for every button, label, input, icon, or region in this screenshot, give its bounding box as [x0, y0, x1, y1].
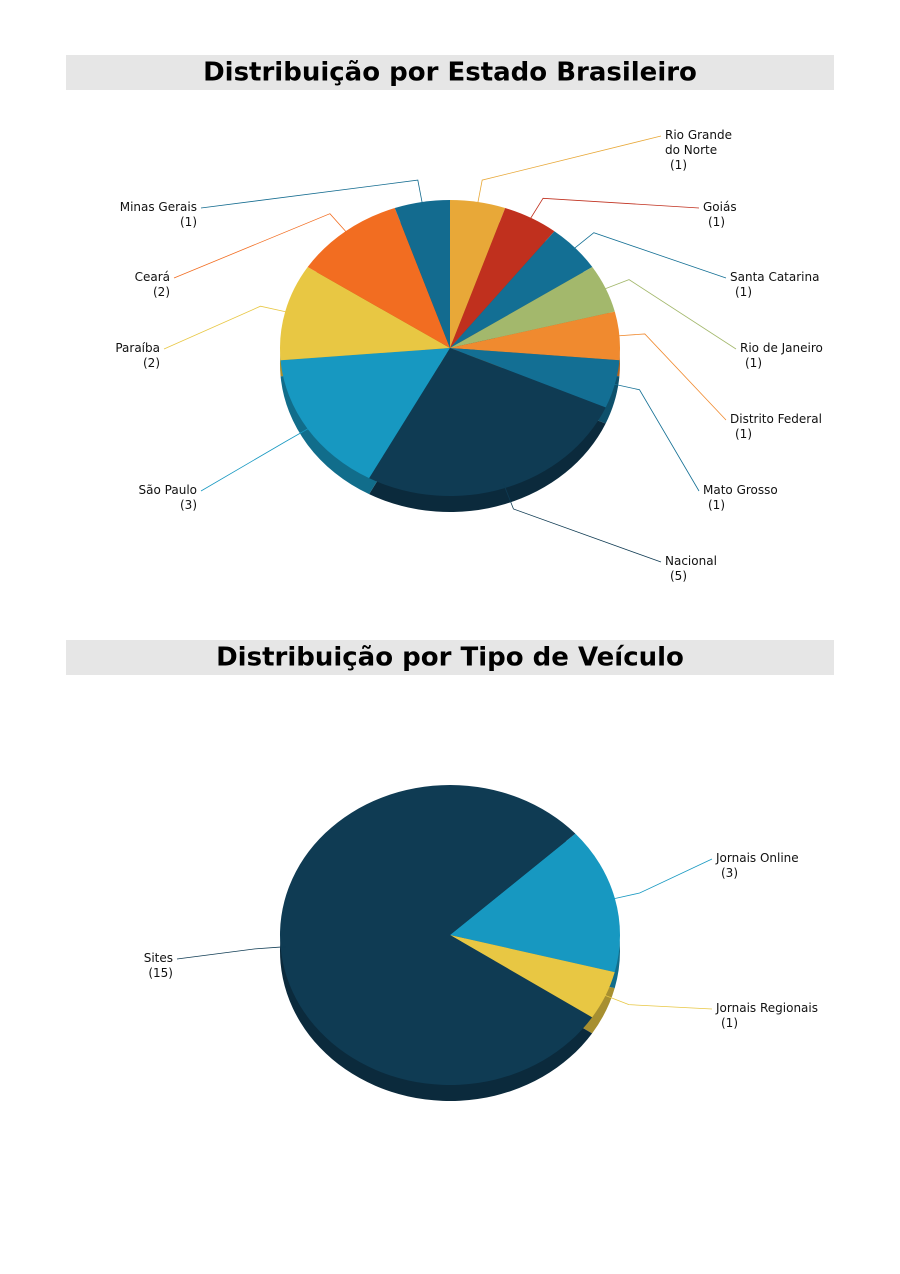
value-label: (3): [180, 498, 197, 512]
leader-line: [176, 946, 286, 960]
slice: [280, 267, 450, 361]
value-label: (3): [721, 866, 738, 880]
slice-label: Santa Catarina: [730, 270, 820, 284]
value-label: (1): [180, 215, 197, 229]
slice: [307, 208, 450, 348]
slice-label: Ceará: [134, 270, 170, 284]
leader-line: [600, 993, 713, 1010]
value-label: (1): [708, 215, 725, 229]
value-label: (1): [670, 158, 687, 172]
leader-line: [173, 213, 350, 279]
leader-line: [609, 858, 713, 900]
value-label: (1): [708, 498, 725, 512]
slice: [450, 311, 621, 361]
slice: [450, 935, 615, 1018]
slice: [450, 833, 620, 973]
slice-label: Rio Grande do Norte: [665, 128, 733, 157]
leader-line: [503, 483, 662, 563]
leader-line: [614, 333, 727, 421]
chart-title: Distribuição por Tipo de Veículo: [216, 643, 684, 673]
slice-label: Distrito Federal: [730, 412, 822, 426]
slice-label: Rio de Janeiro: [740, 341, 823, 355]
chart-title: Distribuição por Estado Brasileiro: [203, 58, 697, 88]
slice: [279, 785, 593, 1085]
leader-line: [200, 426, 313, 492]
slice-label: Minas Gerais: [119, 200, 197, 214]
value-label: (1): [721, 1016, 738, 1030]
leader-line: [200, 179, 424, 209]
slice-label: Nacional: [665, 554, 717, 568]
slice: [394, 200, 450, 348]
slice-label: Mato Grosso: [703, 483, 778, 497]
slice-label: Jornais Online: [716, 851, 799, 865]
slice: [450, 208, 555, 348]
value-label: (1): [745, 356, 762, 370]
slice: [369, 348, 606, 497]
slice: [450, 200, 506, 348]
title-bar: [66, 55, 834, 90]
value-label: (5): [670, 569, 687, 583]
leader-line: [476, 135, 662, 207]
value-label: (1): [735, 285, 752, 299]
slice-label: Paraíba: [115, 341, 160, 355]
leader-line: [528, 197, 700, 222]
value-label: (15): [148, 966, 173, 980]
slice: [450, 348, 620, 408]
slice-label: São Paulo: [138, 483, 197, 497]
slice: [450, 231, 593, 348]
leader-line: [163, 305, 291, 350]
value-label: (1): [735, 427, 752, 441]
slice: [450, 267, 615, 348]
title-bar: [66, 640, 834, 675]
slice-label: Jornais Regionais: [716, 1001, 818, 1015]
slice-label: Goiás: [703, 200, 737, 214]
slice: [280, 348, 450, 479]
leader-line: [600, 279, 737, 350]
leader-line: [571, 232, 727, 279]
leader-line: [609, 382, 700, 492]
slice-label: Sites: [143, 951, 173, 965]
value-label: (2): [143, 356, 160, 370]
value-label: (2): [153, 285, 170, 299]
